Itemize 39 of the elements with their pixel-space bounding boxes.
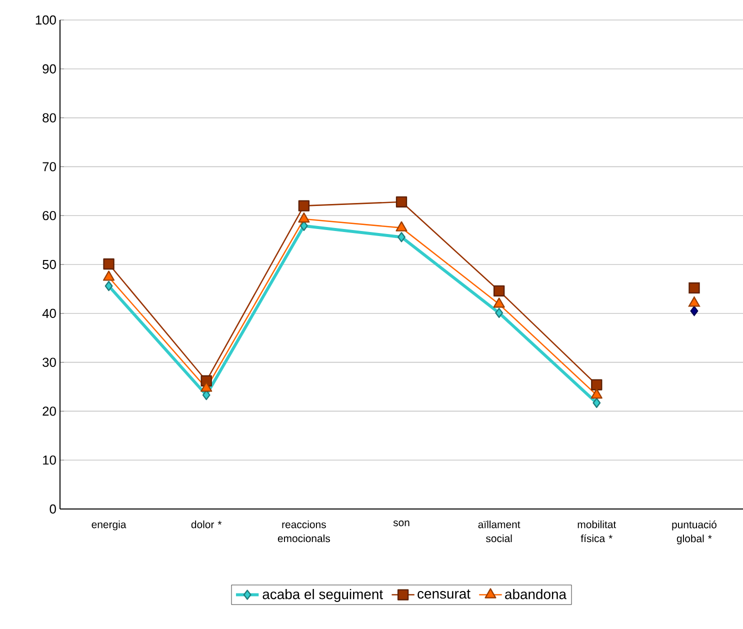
y-tick-label: 30 (42, 358, 56, 367)
y-tick-label: 80 (42, 113, 56, 122)
y-tick-label: 100 (36, 15, 56, 25)
point (200, 382, 212, 392)
point (493, 298, 505, 308)
x-tick-label: aïllament social (478, 520, 520, 542)
y-tick-label: 70 (42, 162, 56, 172)
point (104, 280, 113, 292)
legend-label: abandona (505, 588, 567, 600)
x-tick-label: puntuació global * (672, 520, 716, 544)
point (493, 285, 505, 296)
y-tick-label: 0 (50, 504, 56, 514)
point (103, 258, 114, 270)
x-tick-label: energia (92, 520, 126, 530)
y-tick-label: 10 (43, 456, 56, 465)
point (398, 232, 406, 242)
x-tick-label: dolor * (191, 520, 222, 528)
point (592, 398, 601, 408)
x-tick-label: reaccions emocionals (278, 520, 330, 542)
point (298, 200, 310, 212)
point (396, 196, 408, 208)
y-tick-label: 60 (42, 211, 56, 220)
legend-label: censurat (418, 590, 470, 599)
y-tick-label: 20 (42, 406, 56, 416)
point (690, 306, 698, 316)
y-tick-label: 40 (42, 308, 56, 318)
y-tick-label: 90 (42, 64, 56, 74)
x-tick-label: mobilitat física * (578, 520, 616, 542)
x-tick-label: son (393, 520, 410, 526)
point (495, 308, 504, 318)
point (591, 379, 602, 390)
point (298, 212, 310, 223)
point (103, 270, 115, 281)
y-tick-label: 50 (42, 260, 56, 270)
point (688, 296, 700, 307)
point (590, 388, 602, 399)
point (688, 282, 700, 294)
point (396, 221, 408, 232)
legend-label: acaba el seguiment (262, 588, 383, 602)
